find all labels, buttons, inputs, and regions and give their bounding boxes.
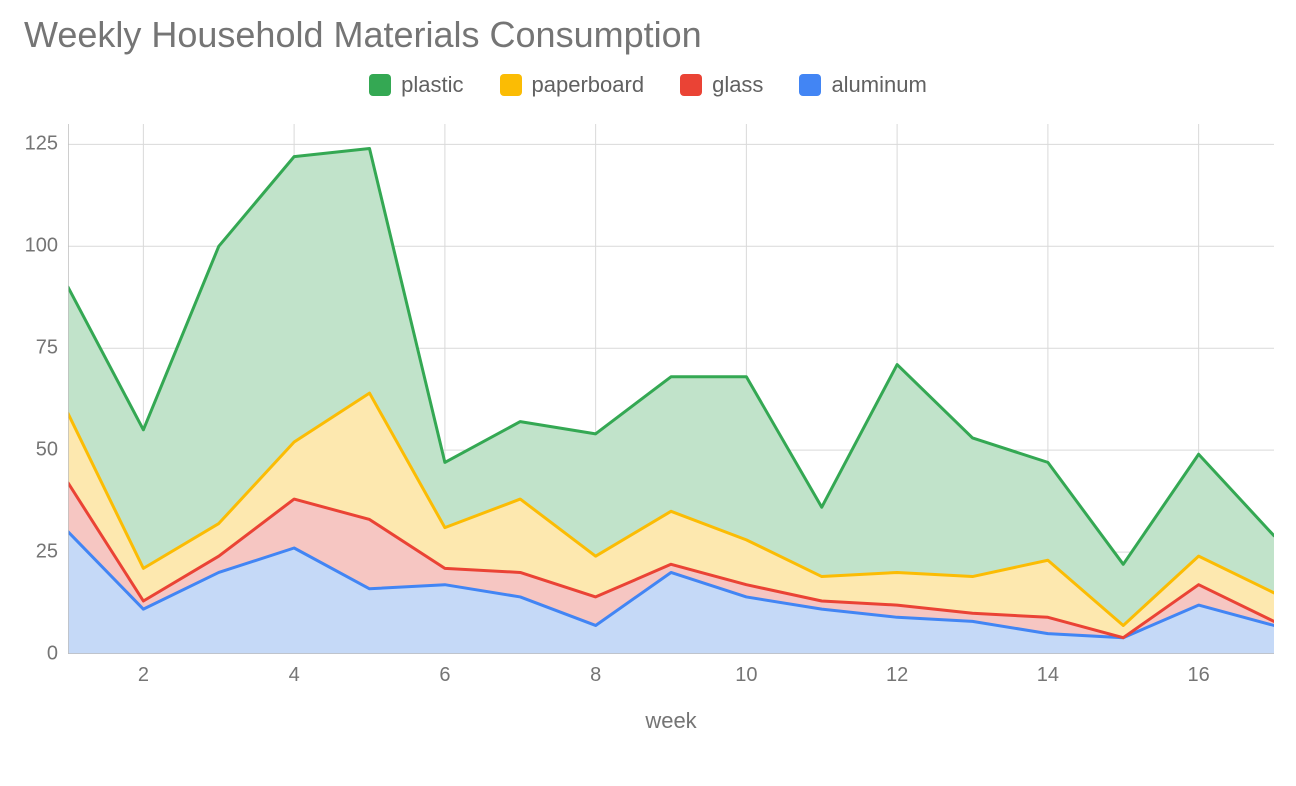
plot-area bbox=[68, 124, 1274, 654]
x-axis-title: week bbox=[645, 708, 696, 734]
y-tick-label: 125 bbox=[18, 133, 58, 156]
legend-swatch-glass bbox=[680, 74, 702, 96]
legend-item-aluminum[interactable]: aluminum bbox=[799, 72, 926, 98]
x-tick-label: 8 bbox=[590, 664, 601, 687]
x-tick-label: 16 bbox=[1188, 664, 1210, 687]
legend-item-paperboard[interactable]: paperboard bbox=[500, 72, 645, 98]
x-tick-label: 14 bbox=[1037, 664, 1059, 687]
legend-swatch-aluminum bbox=[799, 74, 821, 96]
y-tick-label: 50 bbox=[18, 439, 58, 462]
x-tick-label: 2 bbox=[138, 664, 149, 687]
legend-swatch-paperboard bbox=[500, 74, 522, 96]
x-tick-label: 6 bbox=[439, 664, 450, 687]
chart-container: Weekly Household Materials Consumption p… bbox=[0, 0, 1296, 786]
x-tick-label: 10 bbox=[735, 664, 757, 687]
x-tick-label: 4 bbox=[289, 664, 300, 687]
legend-item-plastic[interactable]: plastic bbox=[369, 72, 463, 98]
legend-item-glass[interactable]: glass bbox=[680, 72, 763, 98]
x-tick-label: 12 bbox=[886, 664, 908, 687]
area-fills bbox=[68, 148, 1274, 654]
legend-label-plastic: plastic bbox=[401, 72, 463, 98]
chart-title: Weekly Household Materials Consumption bbox=[24, 14, 702, 56]
legend-label-glass: glass bbox=[712, 72, 763, 98]
legend-swatch-plastic bbox=[369, 74, 391, 96]
y-tick-label: 100 bbox=[18, 235, 58, 258]
y-tick-label: 0 bbox=[18, 643, 58, 666]
legend-label-aluminum: aluminum bbox=[831, 72, 926, 98]
legend: plastic paperboard glass aluminum bbox=[0, 72, 1296, 98]
y-tick-label: 75 bbox=[18, 337, 58, 360]
y-tick-label: 25 bbox=[18, 541, 58, 564]
legend-label-paperboard: paperboard bbox=[532, 72, 645, 98]
